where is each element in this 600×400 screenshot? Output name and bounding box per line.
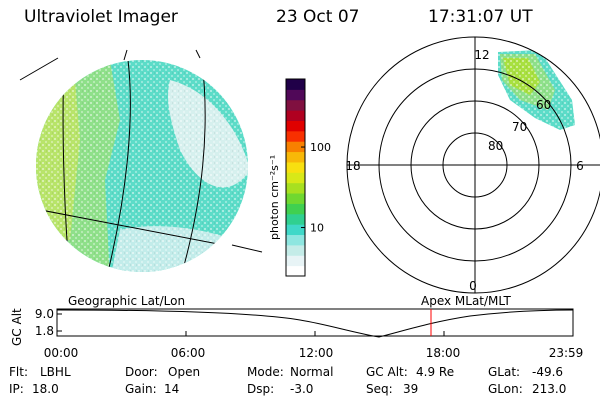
- imager-title: Ultraviolet Imager: [24, 7, 178, 27]
- mlt-label-0: 0: [469, 279, 477, 293]
- colorbar-unit-label: photon cm⁻²s⁻¹: [268, 155, 281, 240]
- alt-xtick-1: 06:00: [171, 346, 206, 360]
- colorbar-swatch: [286, 120, 305, 132]
- info-flt-value: LBHL: [40, 365, 71, 379]
- mlt-label-12: 12: [474, 48, 489, 62]
- alt-left-label: Geographic Lat/Lon: [68, 294, 185, 308]
- info-glon-key: GLon:: [488, 382, 523, 396]
- info-gcalt-value: 4.9 Re: [416, 365, 455, 379]
- info-gain-key: Gain:: [125, 382, 157, 396]
- alt-right-label: Apex MLat/MLT: [421, 294, 511, 308]
- info-gain-value: 14: [164, 382, 180, 396]
- colorbar-swatch: [286, 130, 305, 142]
- colorbar-swatch: [286, 234, 305, 246]
- altitude-curve: [56, 309, 574, 338]
- colorbar-swatch: [286, 79, 305, 90]
- mlt-label-18: 18: [345, 159, 360, 173]
- info-seq-key: Seq:: [366, 382, 393, 396]
- altitude-plot: Geographic Lat/Lon Apex MLat/MLT GC Alt …: [10, 294, 583, 360]
- info-door-value: Open: [168, 365, 201, 379]
- alt-xtick-3: 18:00: [426, 346, 461, 360]
- globe-image: [19, 49, 263, 272]
- colorbar-swatch: [286, 172, 305, 184]
- info-door-key: Door:: [125, 365, 158, 379]
- colorbar-swatch: [286, 224, 305, 236]
- info-mode-key: Mode:: [247, 365, 284, 379]
- colorbar-swatch: [286, 203, 305, 215]
- lat-label-60: 60: [536, 98, 551, 112]
- colorbar-swatch: [286, 151, 305, 163]
- image-date: 23 Oct 07: [276, 7, 360, 27]
- info-glat-value: -49.6: [532, 365, 564, 379]
- info-ip-value: 18.0: [32, 382, 59, 396]
- polar-plot: 80 70 60 12 6 0 18: [345, 36, 600, 294]
- info-glat-key: GLat:: [488, 365, 521, 379]
- info-dsp-key: Dsp:: [247, 382, 275, 396]
- colorbar-frame: [285, 78, 306, 277]
- colorbar-swatch: [286, 161, 305, 173]
- colorbar-swatch: [286, 89, 305, 101]
- alt-xtick-0: 00:00: [44, 346, 79, 360]
- info-dsp-value: -3.0: [290, 382, 314, 396]
- alt-xtick-4: 23:59: [549, 346, 584, 360]
- alt-ylabel: GC Alt: [10, 308, 24, 346]
- mlt-label-6: 6: [576, 159, 584, 173]
- colorbar-tick-label: 10: [310, 222, 324, 235]
- alt-ytick-top: 9.0: [35, 307, 54, 321]
- info-mode-value: Normal: [290, 365, 334, 379]
- colorbar-swatch: [286, 244, 305, 256]
- colorbar-swatch: [286, 193, 305, 204]
- info-glon-value: 213.0: [532, 382, 567, 396]
- colorbar-swatch: [286, 265, 305, 277]
- info-seq-value: 39: [403, 382, 419, 396]
- image-time: 17:31:07 UT: [428, 7, 533, 27]
- colorbar-swatch: [286, 255, 305, 267]
- lat-label-70: 70: [512, 120, 527, 134]
- info-ip-key: IP:: [9, 382, 24, 396]
- colorbar-tick-label: 100: [310, 141, 331, 154]
- colorbar-swatch: [286, 141, 305, 153]
- colorbar-swatch: [286, 182, 305, 194]
- info-gcalt-key: GC Alt:: [366, 365, 408, 379]
- alt-xtick-2: 12:00: [299, 346, 334, 360]
- lat-label-80: 80: [488, 139, 503, 153]
- alt-ytick-bottom: 1.8: [35, 324, 54, 338]
- color-scale-bar: 100 10: [285, 78, 331, 277]
- colorbar-swatch: [286, 99, 305, 111]
- colorbar-swatch: [286, 110, 305, 121]
- info-flt-key: Flt:: [9, 365, 28, 379]
- colorbar-swatch: [286, 213, 305, 225]
